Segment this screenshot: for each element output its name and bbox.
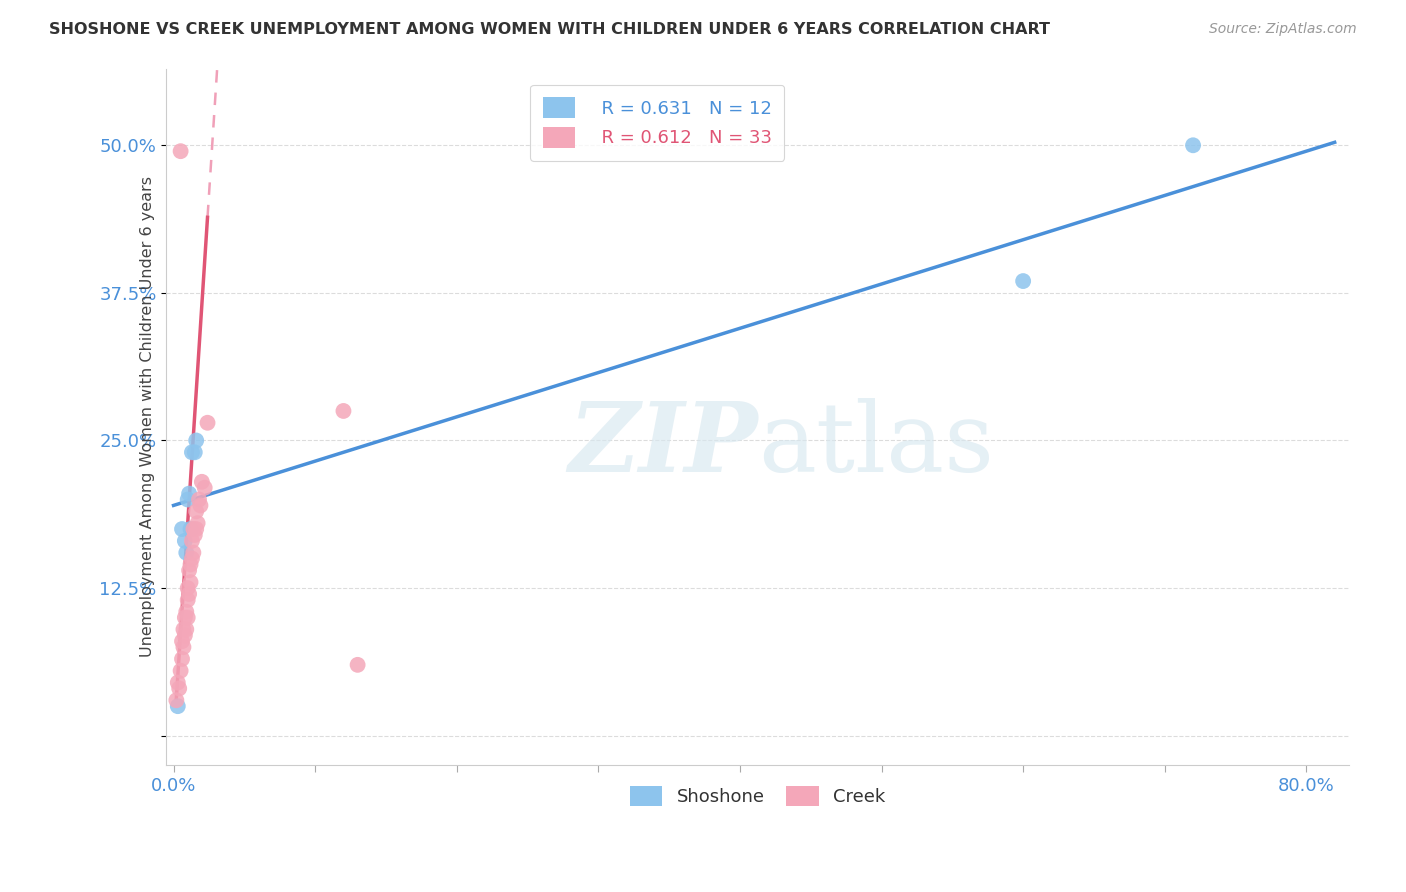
Point: [176, 492, 198, 507]
Text: SHOSHONE VS CREEK UNEMPLOYMENT AMONG WOMEN WITH CHILDREN UNDER 6 YEARS CORRELATI: SHOSHONE VS CREEK UNEMPLOYMENT AMONG WOM…: [49, 22, 1050, 37]
Point: [174, 605, 197, 619]
Point: [346, 657, 368, 672]
Point: [181, 551, 204, 566]
Point: [179, 563, 201, 577]
Point: [179, 486, 201, 500]
Point: [332, 404, 354, 418]
Point: [174, 623, 197, 637]
Point: [197, 416, 219, 430]
Point: [194, 481, 217, 495]
Point: [170, 652, 193, 666]
Point: [170, 522, 193, 536]
Point: [1012, 274, 1035, 288]
Point: [187, 516, 209, 530]
Point: [180, 575, 202, 590]
Point: [165, 693, 187, 707]
Point: [180, 558, 202, 572]
Point: [191, 475, 214, 489]
Point: [176, 593, 198, 607]
Point: [186, 434, 208, 448]
Text: ZIP: ZIP: [568, 398, 758, 491]
Point: [173, 533, 195, 548]
Point: [1182, 138, 1205, 153]
Point: [184, 528, 207, 542]
Point: [166, 675, 188, 690]
Point: [184, 445, 207, 459]
Point: [181, 445, 204, 459]
Point: [167, 681, 190, 696]
Point: [176, 581, 198, 595]
Point: [174, 546, 197, 560]
Point: [173, 628, 195, 642]
Point: [181, 533, 204, 548]
Point: [169, 144, 191, 158]
Point: [166, 699, 188, 714]
Legend: Shoshone, Creek: Shoshone, Creek: [620, 777, 894, 815]
Point: [179, 587, 201, 601]
Point: [190, 499, 212, 513]
Point: [172, 623, 194, 637]
Point: [173, 610, 195, 624]
Text: atlas: atlas: [758, 398, 994, 491]
Point: [176, 610, 198, 624]
Point: [183, 546, 205, 560]
Point: [170, 634, 193, 648]
Point: [180, 522, 202, 536]
Point: [169, 664, 191, 678]
Point: [186, 504, 208, 518]
Point: [186, 522, 208, 536]
Point: [172, 640, 194, 654]
Point: [183, 522, 205, 536]
Text: Source: ZipAtlas.com: Source: ZipAtlas.com: [1209, 22, 1357, 37]
Y-axis label: Unemployment Among Women with Children Under 6 years: Unemployment Among Women with Children U…: [141, 177, 155, 657]
Point: [188, 492, 211, 507]
